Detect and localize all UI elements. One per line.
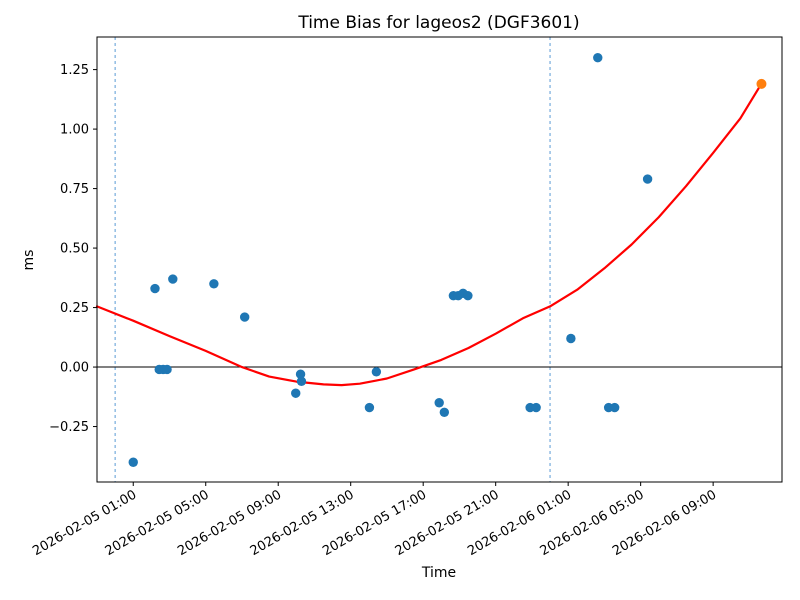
data-point-observations: [296, 376, 307, 387]
data-point-observations: [150, 283, 160, 294]
data-point-observations: [463, 290, 473, 301]
y-tick-label: 1.25: [60, 63, 89, 78]
data-point-observations: [609, 402, 620, 413]
data-point-observations: [128, 457, 138, 467]
data-point-observations: [162, 364, 172, 375]
data-point-observations: [593, 53, 603, 63]
data-point-observations: [531, 402, 541, 413]
data-point-predicted: [756, 78, 767, 89]
data-point-observations: [371, 367, 382, 377]
data-point-observations: [364, 402, 375, 413]
plot-border: [96, 36, 783, 483]
y-tick-label: 0.25: [60, 301, 89, 316]
y-tick-label: 0.75: [60, 182, 89, 197]
y-tick-label: −0.25: [49, 420, 89, 435]
y-tick-label: 1.00: [60, 123, 89, 138]
x-axis-label: Time: [421, 565, 456, 581]
chart-title: Time Bias for lageos2 (DGF3601): [297, 13, 579, 33]
data-point-observations: [642, 174, 653, 184]
data-point-observations: [439, 407, 450, 417]
data-point-observations: [291, 388, 301, 398]
data-point-observations: [239, 312, 250, 322]
data-point-observations: [295, 369, 306, 379]
data-point-observations: [566, 333, 576, 344]
fit-curve: [95, 82, 763, 387]
data-point-observations: [168, 274, 178, 284]
data-point-observations: [434, 398, 444, 408]
y-tick-label: 0.00: [60, 361, 89, 376]
y-tick-label: 0.50: [60, 242, 89, 257]
y-axis-label: ms: [21, 250, 37, 271]
data-point-observations: [209, 279, 219, 289]
